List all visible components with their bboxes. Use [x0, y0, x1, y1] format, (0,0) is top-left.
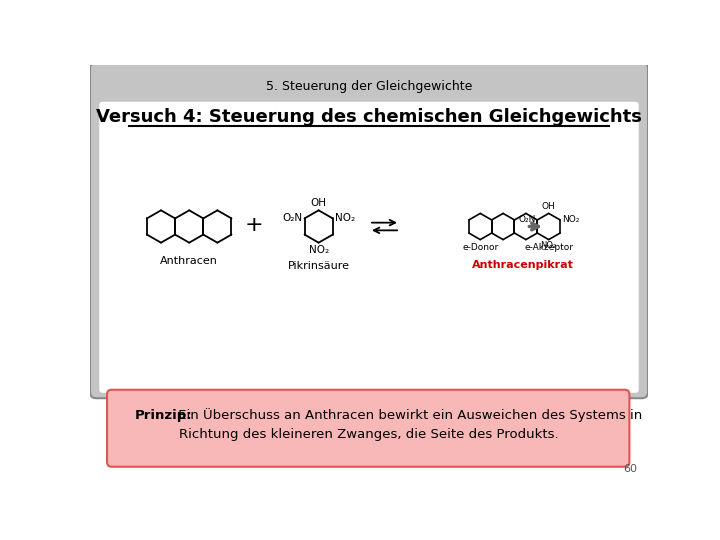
Text: Versuch 4: Steuerung des chemischen Gleichgewichts: Versuch 4: Steuerung des chemischen Glei…: [96, 108, 642, 126]
Text: NO₂: NO₂: [335, 213, 355, 224]
Text: Richtung des kleineren Zwanges, die Seite des Produkts.: Richtung des kleineren Zwanges, die Seit…: [179, 428, 559, 441]
Text: O₂N: O₂N: [282, 213, 302, 224]
Text: OH: OH: [310, 198, 327, 208]
Text: Anthracenpikrat: Anthracenpikrat: [472, 260, 573, 269]
Text: 60: 60: [623, 464, 637, 475]
Text: O₂N: O₂N: [518, 215, 536, 225]
Text: Pikrinsäure: Pikrinsäure: [287, 261, 350, 271]
Text: e-Donor: e-Donor: [462, 242, 498, 252]
Text: NO₂: NO₂: [309, 245, 329, 255]
FancyBboxPatch shape: [99, 102, 639, 393]
Text: +: +: [245, 215, 264, 235]
Text: NO₂: NO₂: [562, 215, 579, 225]
FancyBboxPatch shape: [90, 63, 648, 398]
Text: e-Akzeptor: e-Akzeptor: [524, 242, 573, 252]
Text: 5. Steuerung der Gleichgewichte: 5. Steuerung der Gleichgewichte: [266, 80, 472, 93]
Text: Prinzip:: Prinzip:: [135, 409, 192, 422]
Text: Ein Überschuss an Anthracen bewirkt ein Ausweichen des Systems in: Ein Überschuss an Anthracen bewirkt ein …: [174, 408, 642, 422]
Text: Anthracen: Anthracen: [161, 256, 218, 266]
Text: NO₂: NO₂: [541, 241, 557, 250]
FancyBboxPatch shape: [107, 390, 629, 467]
Text: OH: OH: [542, 202, 556, 211]
